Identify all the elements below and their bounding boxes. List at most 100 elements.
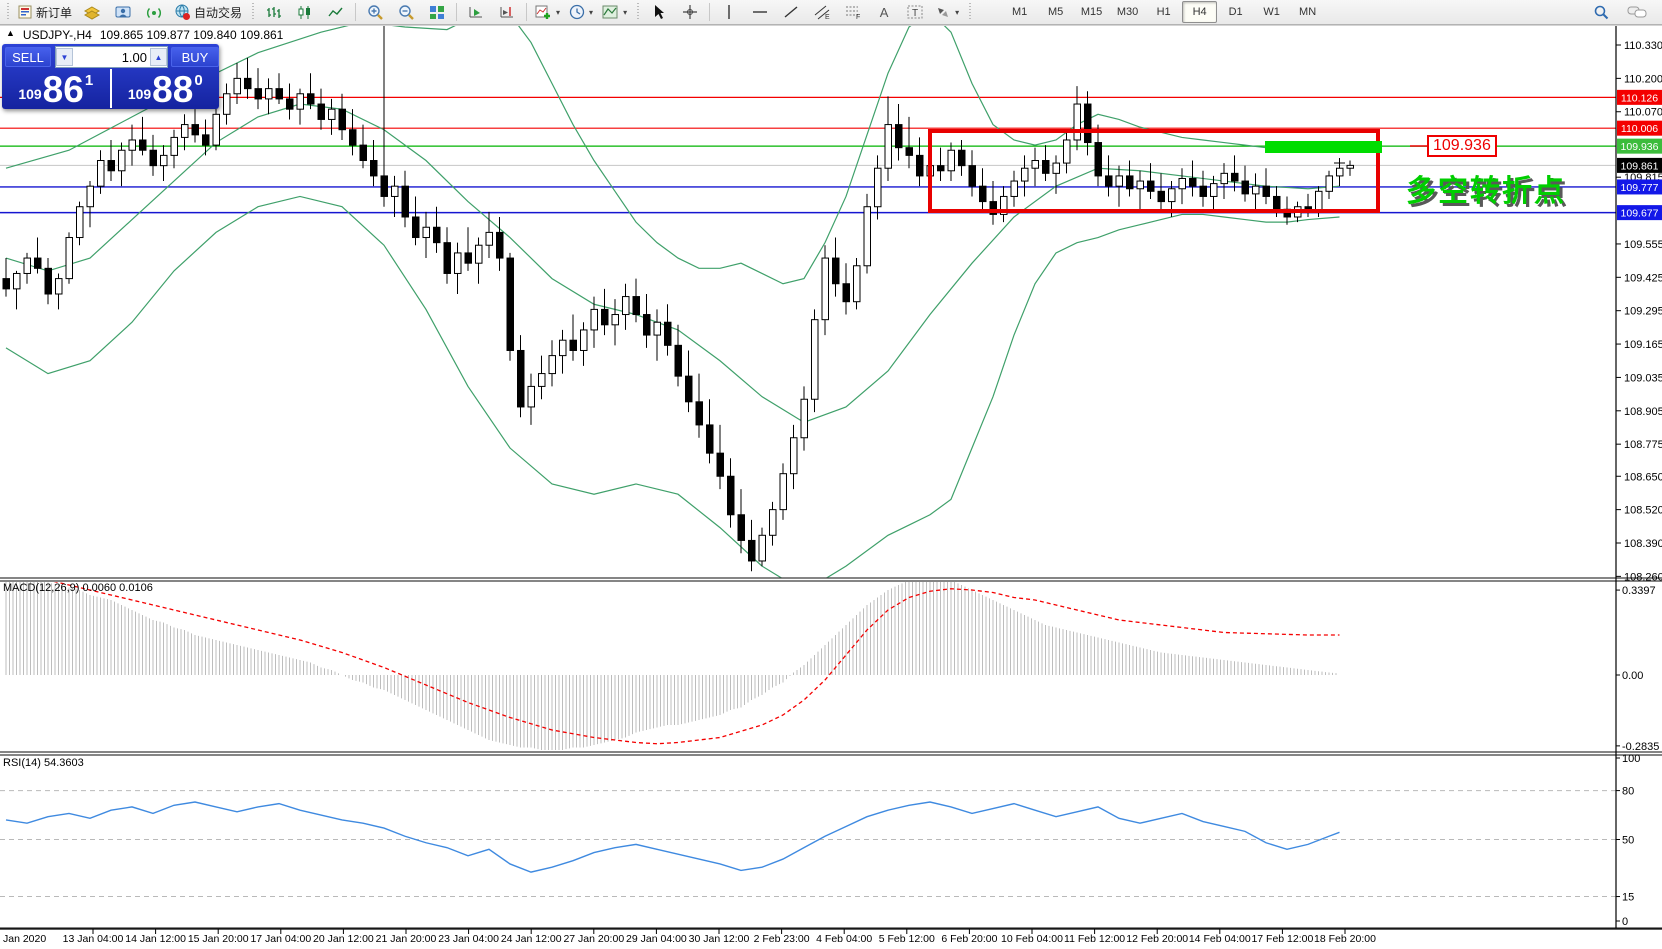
volume-decrease-button[interactable]: ▼ [56,48,73,66]
periods-button[interactable]: ▾ [565,1,597,24]
indicators-add-icon [535,4,552,20]
chart-ohlc-values: 109.865 109.877 109.840 109.861 [99,28,284,42]
svg-text:109.936: 109.936 [1621,141,1659,153]
price-axis-tick: 108.905 [1624,406,1662,418]
template-icon [602,5,619,20]
zoom-in-icon [367,4,384,20]
time-axis-label: 18 Feb 20:00 [1314,933,1376,945]
auto-scroll-button[interactable] [461,1,491,24]
toolbar-grip[interactable] [250,3,256,21]
bar-chart-button[interactable] [259,1,289,24]
timeframe-h4-button[interactable]: H4 [1182,1,1218,23]
svg-text:50: 50 [1622,835,1634,847]
text-label-button[interactable]: T [900,1,930,24]
volume-input[interactable] [73,49,150,65]
zoom-out-icon [398,4,415,20]
svg-text:T: T [912,8,918,19]
buy-price[interactable]: 109 88 0 [127,69,203,110]
turning-point-annotation: 多空转折点 [1406,175,1566,208]
channel-button[interactable]: E [807,1,837,24]
price-axis-tick: 108.775 [1624,439,1662,451]
market-watch-button[interactable] [77,1,107,24]
candlestick-chart-button[interactable] [290,1,320,24]
arrows-icon [935,5,951,20]
horizontal-line-button[interactable] [745,1,775,24]
svg-text:100: 100 [1622,753,1640,765]
time-axis-label: 2 Feb 23:00 [754,933,810,945]
svg-text:0.00: 0.00 [1622,670,1643,682]
vertical-line-button[interactable] [714,1,744,24]
timeframe-d1-button[interactable]: D1 [1228,6,1243,18]
red-analysis-box[interactable] [928,129,1380,213]
time-axis-label: 17 Jan 04:00 [250,933,311,945]
chat-bubbles-icon [1627,5,1647,20]
toolbar-grip[interactable] [635,3,641,21]
signals-button[interactable] [139,1,169,24]
zoom-out-button[interactable] [391,1,421,24]
sell-price[interactable]: 109 86 1 [18,69,94,110]
time-axis-label: 17 Feb 12:00 [1251,933,1313,945]
cursor-arrow-icon [652,4,666,20]
price-axis-tick: 109.555 [1624,239,1662,251]
time-axis-label: 11 Feb 12:00 [1064,933,1125,945]
chart-shift-button[interactable] [492,1,522,24]
fibonacci-button[interactable]: F [838,1,868,24]
line-chart-button[interactable] [321,1,351,24]
buy-button[interactable]: BUY [171,47,219,67]
price-tag [1617,89,1662,105]
rsi-indicator-label: RSI(14) 54.3603 [3,757,84,769]
clock-icon [569,4,585,20]
new-order-button[interactable]: 新订单 [14,1,76,24]
green-highlight-bar[interactable] [1265,141,1382,153]
indicators-button[interactable]: ▾ [531,1,564,24]
time-axis-label: 14 Feb 04:00 [1189,933,1251,945]
volume-increase-button[interactable]: ▲ [150,48,167,66]
time-axis-label: 29 Jan 04:00 [626,933,687,945]
candlestick-series [2,26,1354,572]
time-axis-label: Jan 2020 [3,933,46,945]
tile-windows-button[interactable] [422,1,452,24]
time-axis-label: 23 Jan 04:00 [438,933,499,945]
autotrading-button[interactable]: 自动交易 [170,1,246,24]
svg-text:109.677: 109.677 [1621,208,1659,220]
timeframe-w1-button[interactable]: W1 [1263,6,1280,18]
timeframe-m1-button[interactable]: M1 [1011,6,1028,18]
svg-text:110.126: 110.126 [1621,92,1658,104]
zoom-in-button[interactable] [360,1,390,24]
macd-histogram [5,582,1337,750]
vertical-line-icon [724,4,734,20]
search-icon [1593,4,1609,20]
toolbar-grip[interactable] [967,3,973,21]
time-axis-label: 12 Feb 20:00 [1126,933,1188,945]
community-person-icon [115,5,132,20]
crosshair-button[interactable] [675,1,705,24]
price-callout-label[interactable]: 109.936 [1427,135,1497,157]
auto-scroll-icon [468,5,484,20]
time-axis-label: 20 Jan 12:00 [313,933,374,945]
search-button[interactable] [1586,1,1616,24]
trendline-button[interactable] [776,1,806,24]
toolbar-grip[interactable] [5,3,10,21]
cursor-button[interactable] [644,1,674,24]
fibonacci-icon: F [845,4,862,20]
crosshair-icon [682,4,698,20]
chat-button[interactable] [1622,1,1652,24]
templates-button[interactable]: ▾ [598,1,631,24]
time-axis-label: 14 Jan 12:00 [125,933,186,945]
arrows-tool-button[interactable]: ▾ [931,1,963,24]
timeframe-m30-button[interactable]: M30 [1116,6,1139,18]
timeframe-mn-button[interactable]: MN [1299,6,1317,18]
price-axis-tick: 109.425 [1624,272,1662,284]
community-button[interactable] [108,1,138,24]
svg-text:80: 80 [1622,786,1634,798]
timeframe-m5-button[interactable]: M5 [1047,6,1064,18]
timeframe-h1-button[interactable]: H1 [1156,6,1171,18]
time-axis-label: 21 Jan 20:00 [376,933,437,945]
time-axis-label: 6 Feb 20:00 [941,933,997,945]
timeframe-m15-button[interactable]: M15 [1080,6,1103,18]
sell-button[interactable]: SELL [5,47,51,67]
text-tool-button[interactable]: A [869,1,899,24]
time-axis-label: 30 Jan 12:00 [689,933,750,945]
time-axis-label: 27 Jan 20:00 [563,933,624,945]
